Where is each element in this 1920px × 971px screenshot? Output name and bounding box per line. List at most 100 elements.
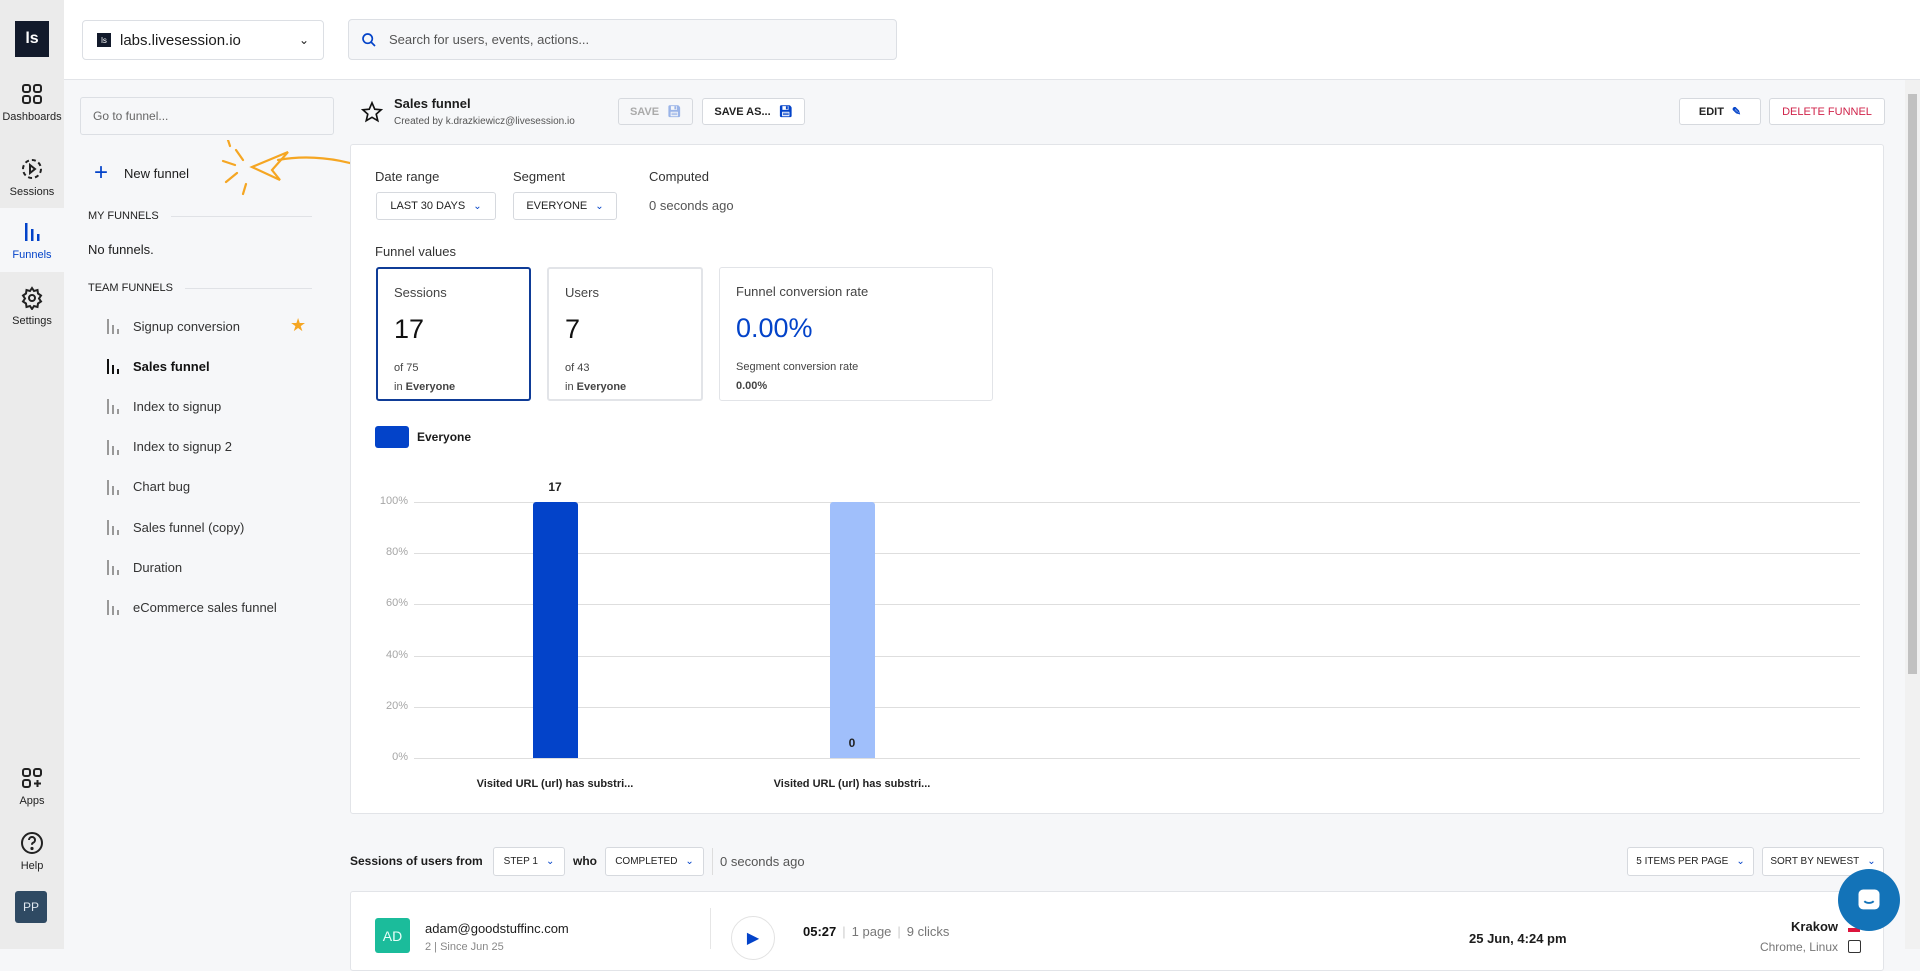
stat-label: Funnel conversion rate bbox=[736, 284, 869, 299]
session-row[interactable] bbox=[350, 891, 1884, 971]
conversion-stat-card: Funnel conversion rate 0.00% Segment con… bbox=[719, 267, 993, 401]
nav-sessions[interactable]: Sessions bbox=[0, 145, 64, 209]
chevron-down-icon: ⌄ bbox=[298, 33, 309, 47]
gridline bbox=[414, 758, 1860, 759]
stat-label: Sessions bbox=[394, 285, 447, 300]
global-search-input[interactable]: Search for users, events, actions... bbox=[348, 19, 897, 60]
nav-label: Settings bbox=[12, 314, 52, 327]
session-duration: 05:27 bbox=[803, 924, 837, 939]
team-funnel-item[interactable]: Signup conversion ★ bbox=[106, 315, 306, 335]
no-funnels-text: No funnels. bbox=[88, 242, 154, 257]
new-funnel-button[interactable]: + New funnel bbox=[94, 159, 190, 186]
team-funnel-label: Sales funnel (copy) bbox=[133, 519, 245, 535]
stat-segment: Everyone bbox=[405, 381, 456, 393]
top-bar bbox=[64, 0, 1920, 80]
y-tick-label: 20% bbox=[385, 699, 408, 712]
bar-value-label: 17 bbox=[548, 480, 562, 494]
play-session-button[interactable]: ▶ bbox=[731, 916, 775, 960]
domain-select[interactable]: ls labs.livesession.io ⌄ bbox=[82, 20, 324, 60]
plus-icon: + bbox=[94, 159, 109, 186]
nav-label: Sessions bbox=[9, 185, 55, 198]
apps-add-icon bbox=[22, 767, 42, 788]
gridline bbox=[414, 553, 1860, 555]
team-funnel-label: Duration bbox=[133, 559, 183, 575]
play-circle-icon bbox=[22, 158, 42, 179]
search-icon bbox=[362, 32, 376, 47]
chevron-down-icon: ⌄ bbox=[1867, 856, 1876, 867]
nav-help[interactable]: Help bbox=[0, 819, 64, 883]
sessions-stat-card[interactable]: Sessions 17 of 75 in Everyone bbox=[376, 267, 531, 401]
funnel-card bbox=[350, 144, 1884, 814]
chevron-down-icon: ⌄ bbox=[1736, 856, 1745, 867]
delete-funnel-button[interactable]: DELETE FUNNEL bbox=[1769, 98, 1885, 125]
app-logo[interactable]: ls bbox=[15, 21, 49, 57]
new-funnel-label: New funnel bbox=[124, 165, 190, 181]
chat-widget-button[interactable] bbox=[1838, 869, 1900, 931]
team-funnel-item[interactable]: Chart bug bbox=[106, 479, 190, 495]
edit-button[interactable]: EDIT ✎ bbox=[1679, 98, 1761, 125]
stat-in: in bbox=[565, 381, 574, 393]
sessions-list-prefix: Sessions of users from bbox=[350, 854, 483, 868]
session-date: 25 Jun, 4:24 pm bbox=[1469, 931, 1567, 946]
session-browser: Chrome, Linux bbox=[1759, 940, 1838, 954]
gridline bbox=[414, 706, 1860, 708]
stat-in: in bbox=[394, 381, 403, 393]
funnel-bar[interactable] bbox=[532, 502, 578, 758]
team-funnel-label: Chart bug bbox=[133, 479, 191, 495]
items-per-page-dropdown[interactable]: 5 ITEMS PER PAGE ⌄ bbox=[1627, 847, 1754, 876]
user-email[interactable]: adam@goodstuffinc.com bbox=[425, 921, 569, 936]
bar-value-label: 0 bbox=[848, 736, 856, 750]
computed-label: Computed bbox=[649, 169, 709, 184]
chevron-down-icon: ⌄ bbox=[545, 856, 555, 867]
nav-dashboards[interactable]: Dashboards bbox=[0, 70, 64, 134]
edit-icon: ✎ bbox=[1731, 106, 1742, 118]
legend-swatch bbox=[375, 426, 409, 448]
team-funnel-item[interactable]: Sales funnel bbox=[106, 358, 210, 375]
team-funnel-item[interactable]: eCommerce sales funnel bbox=[106, 599, 277, 616]
nav-apps[interactable]: Apps bbox=[0, 754, 64, 818]
team-funnel-item[interactable]: Duration bbox=[106, 559, 183, 576]
chat-icon bbox=[1858, 889, 1880, 910]
date-range-dropdown[interactable]: LAST 30 DAYS ⌄ bbox=[376, 192, 496, 220]
nav-label: Apps bbox=[19, 794, 45, 807]
created-by: Created by k.drazkiewicz@livesession.io bbox=[394, 116, 575, 127]
go-to-funnel-input[interactable]: Go to funnel... bbox=[80, 97, 334, 135]
user-meta: 2 | Since Jun 25 bbox=[425, 941, 504, 953]
team-funnel-item[interactable]: Index to signup 2 bbox=[106, 439, 232, 455]
save-button[interactable]: SAVE 💾︎ bbox=[618, 98, 693, 125]
funnel-chart-icon bbox=[25, 222, 40, 241]
divider bbox=[712, 848, 713, 875]
stat-total: of 43 bbox=[565, 362, 590, 374]
star-icon[interactable]: ★ bbox=[290, 315, 307, 335]
sessions-updated: 0 seconds ago bbox=[720, 854, 805, 869]
stat-segment: Everyone bbox=[576, 381, 627, 393]
scrollbar[interactable] bbox=[1905, 80, 1920, 949]
gridline bbox=[414, 604, 1860, 606]
nav-funnels[interactable]: Funnels bbox=[0, 208, 64, 272]
chevron-down-icon: ⌄ bbox=[685, 856, 694, 867]
nav-settings[interactable]: Settings bbox=[0, 274, 64, 338]
user-avatar[interactable]: PP bbox=[15, 891, 47, 923]
status-dropdown[interactable]: COMPLETED ⌄ bbox=[605, 847, 704, 876]
funnel-values-title: Funnel values bbox=[375, 244, 456, 259]
app-rail: ls Dashboards Sessions Funnels Settings … bbox=[0, 0, 64, 949]
funnel-chart-icon bbox=[107, 600, 119, 616]
y-tick-label: 60% bbox=[385, 597, 408, 610]
team-funnel-item[interactable]: Sales funnel (copy) bbox=[106, 519, 244, 535]
segment-dropdown[interactable]: EVERYONE ⌄ bbox=[513, 192, 617, 220]
nav-label: Dashboards bbox=[2, 110, 62, 123]
help-icon bbox=[21, 831, 43, 854]
user-avatar: AD bbox=[375, 918, 410, 953]
save-as-button[interactable]: SAVE AS... 💾︎ bbox=[702, 98, 805, 125]
users-stat-card[interactable]: Users 7 of 43 in Everyone bbox=[547, 267, 703, 401]
funnel-bar[interactable] bbox=[829, 502, 875, 758]
scrollbar-thumb[interactable] bbox=[1908, 94, 1917, 674]
team-funnel-label: Index to signup 2 bbox=[133, 439, 233, 455]
team-funnel-item[interactable]: Index to signup bbox=[106, 398, 221, 415]
funnel-chart-icon bbox=[107, 520, 119, 535]
step-dropdown[interactable]: STEP 1 ⌄ bbox=[493, 847, 565, 876]
date-range-label: Date range bbox=[375, 169, 440, 184]
legend-label[interactable]: Everyone bbox=[417, 430, 472, 444]
gear-icon bbox=[21, 285, 43, 310]
favorite-star-icon[interactable] bbox=[361, 101, 383, 123]
